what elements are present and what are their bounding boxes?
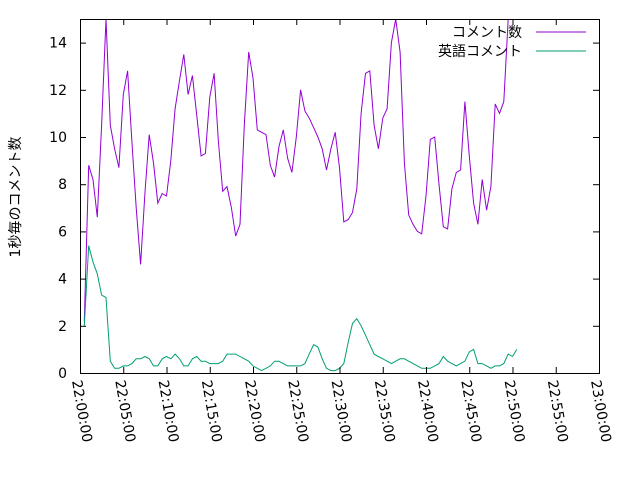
x-tick-label: 22:25:00 — [284, 379, 311, 444]
plot-frame — [80, 19, 600, 374]
series-line-comments — [83, 19, 509, 322]
plot-lines — [83, 19, 518, 372]
y-tick-label: 10 — [49, 130, 67, 146]
x-tick-label: 23:00:00 — [587, 379, 614, 444]
x-tick-label: 22:40:00 — [414, 379, 441, 444]
x-tick-label: 22:35:00 — [371, 379, 398, 444]
series-line-english — [83, 245, 518, 372]
y-axis-label: 1秒毎のコメント数 — [8, 137, 24, 258]
y-tick-label: 12 — [49, 83, 67, 99]
x-tick-label: 22:10:00 — [155, 379, 182, 444]
x-tick-label: 22:45:00 — [457, 379, 484, 444]
x-tick-label: 22:15:00 — [198, 379, 225, 444]
x-tick-label: 22:00:00 — [68, 379, 95, 444]
y-tick-label: 6 — [58, 224, 67, 240]
x-tick-label: 22:05:00 — [111, 379, 138, 444]
x-tick-label: 22:50:00 — [501, 379, 528, 444]
y-tick-label: 2 — [58, 319, 67, 335]
x-tick-label: 22:20:00 — [241, 379, 268, 444]
legend-label-comments: コメント数 — [452, 25, 522, 41]
y-axis: 0 2 4 6 8 10 12 14 — [49, 36, 599, 382]
legend-label-english: 英語コメント — [438, 43, 522, 60]
y-tick-label: 4 — [58, 272, 67, 288]
y-tick-label: 0 — [58, 366, 67, 382]
x-axis: 22:00:00 22:05:00 22:10:00 22:15:00 22:20:00… — [68, 19, 614, 444]
y-tick-label: 14 — [49, 36, 67, 52]
y-tick-label: 8 — [58, 177, 67, 193]
x-tick-label: 22:55:00 — [544, 379, 571, 444]
legend: コメント数 英語コメント — [438, 25, 586, 60]
x-tick-label: 22:30:00 — [328, 379, 355, 444]
